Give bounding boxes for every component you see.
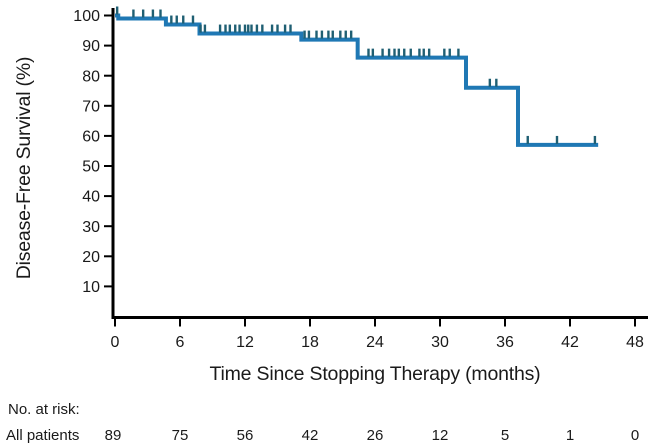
y-axis-label: Disease-Free Survival (%) xyxy=(13,57,35,280)
risk-count: 56 xyxy=(237,427,254,444)
x-tick-label: 36 xyxy=(496,334,514,351)
axis-labels-group: Time Since Stopping Therapy (months) Dise… xyxy=(13,57,541,385)
x-tick-label: 42 xyxy=(561,334,579,351)
risk-count: 0 xyxy=(631,427,639,444)
survival-curve-group xyxy=(115,13,599,147)
x-tick-label: 12 xyxy=(236,334,254,351)
x-tick-label: 30 xyxy=(431,334,449,351)
risk-row-label: All patients xyxy=(6,427,79,444)
risk-count: 5 xyxy=(501,427,509,444)
y-tick-label: 80 xyxy=(82,68,100,85)
x-tick-label: 48 xyxy=(626,334,644,351)
risk-count: 42 xyxy=(302,427,319,444)
risk-count: 89 xyxy=(105,427,122,444)
x-tick-label: 0 xyxy=(111,334,120,351)
censor-marks-group xyxy=(115,6,597,144)
y-tick-label: 10 xyxy=(82,279,100,296)
x-tick-label: 18 xyxy=(301,334,319,351)
risk-count: 12 xyxy=(432,427,449,444)
y-axis-ticks: 10 20 30 40 50 60 70 80 90 100 xyxy=(73,8,112,296)
y-tick-label: 30 xyxy=(82,219,100,236)
risk-count: 1 xyxy=(566,427,574,444)
x-axis-ticks: 0 6 12 18 24 30 36 42 48 xyxy=(111,319,644,351)
axes xyxy=(111,8,648,319)
y-tick-label: 70 xyxy=(82,98,100,115)
y-tick-label: 40 xyxy=(82,189,100,206)
x-tick-label: 6 xyxy=(176,334,185,351)
y-tick-label: 50 xyxy=(82,159,100,176)
risk-count: 75 xyxy=(172,427,189,444)
survival-curve xyxy=(115,13,599,147)
x-tick-label: 24 xyxy=(366,334,384,351)
x-axis-label: Time Since Stopping Therapy (months) xyxy=(210,363,541,385)
y-tick-label: 90 xyxy=(82,38,100,55)
y-tick-label: 20 xyxy=(82,249,100,266)
axis-lines xyxy=(111,8,648,319)
risk-table-group: No. at risk: All patients 89 75 56 42 26 12 5 1 0 xyxy=(6,401,639,444)
y-tick-label: 60 xyxy=(82,129,100,146)
y-tick-label: 100 xyxy=(73,8,100,25)
risk-count: 26 xyxy=(367,427,384,444)
risk-table-heading: No. at risk: xyxy=(8,401,80,418)
